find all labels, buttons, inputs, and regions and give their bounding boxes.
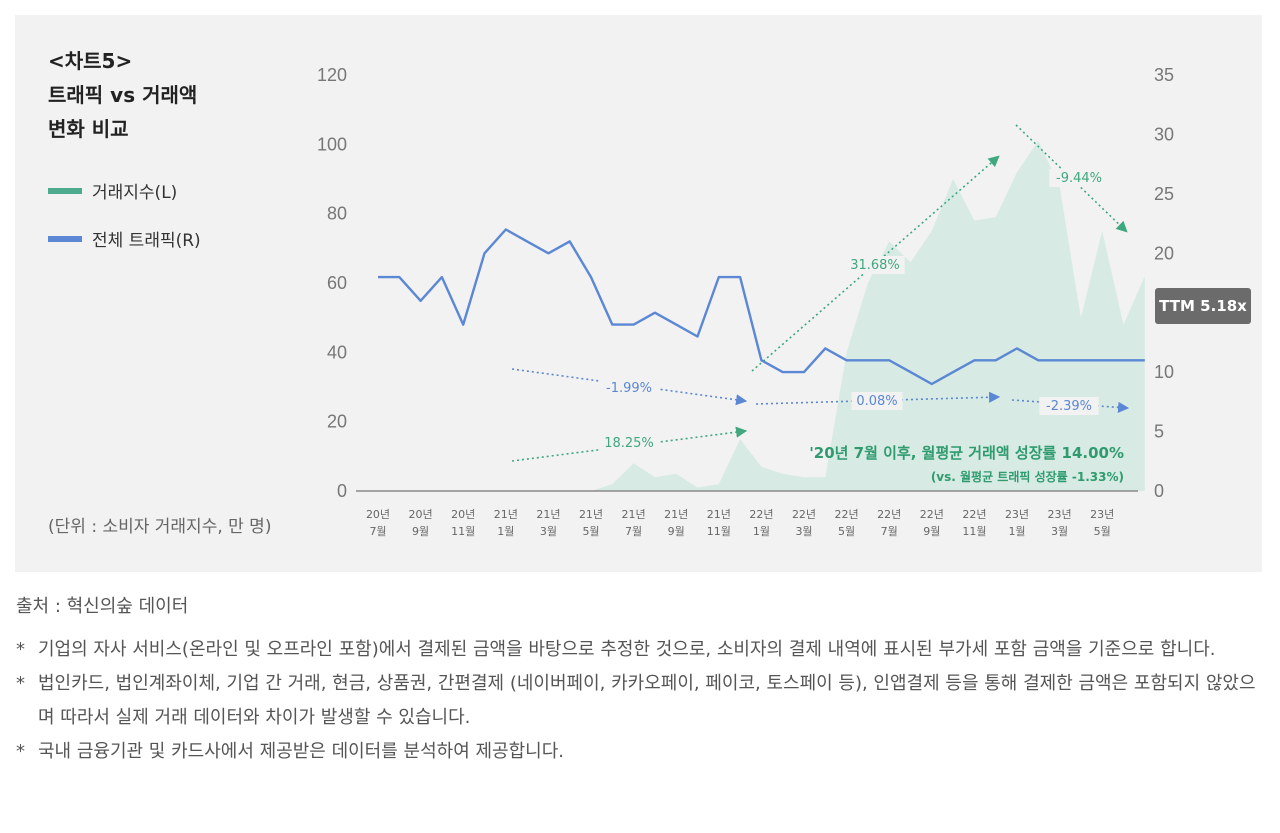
annotation-label: -9.44% bbox=[1056, 171, 1102, 186]
right-tick-label: 35 bbox=[1154, 65, 1174, 85]
trend-arrow bbox=[511, 368, 748, 406]
legend-swatch-transaction bbox=[48, 187, 82, 194]
legend-swatch-traffic bbox=[48, 235, 82, 242]
x-tick-label: 21년 bbox=[536, 508, 560, 521]
right-tick-label: 0 bbox=[1154, 481, 1164, 501]
x-tick-label: 22년 bbox=[877, 508, 901, 521]
x-tick-label: 21년 bbox=[579, 508, 603, 521]
left-tick-label: 40 bbox=[327, 342, 347, 362]
x-tick-label: 11월 bbox=[962, 525, 986, 538]
x-tick-label: 11월 bbox=[707, 525, 731, 538]
annotation-bg bbox=[1039, 397, 1099, 415]
callout-sub: (vs. 월평균 트래픽 성장률 -1.33%) bbox=[931, 469, 1124, 484]
left-tick-label: 120 bbox=[317, 65, 347, 85]
x-tick-label: 9월 bbox=[668, 525, 685, 538]
x-tick-label: 1월 bbox=[497, 525, 514, 538]
x-tick-label: 22년 bbox=[749, 508, 773, 521]
right-tick-label: 25 bbox=[1154, 184, 1174, 204]
note-item: * 기업의 자사 서비스(온라인 및 오프라인 포함)에서 결제된 금액을 바탕으… bbox=[16, 639, 1216, 660]
x-tick-label: 9월 bbox=[923, 525, 940, 538]
x-tick-label: 3월 bbox=[1051, 525, 1068, 538]
x-tick-label: 21년 bbox=[494, 508, 518, 521]
x-tick-label: 20년 bbox=[366, 508, 390, 521]
x-tick-label: 20년 bbox=[451, 508, 475, 521]
chart-title: <차트5> 트래픽 vs 거래액 변화 비교 bbox=[48, 49, 198, 141]
notes: * 기업의 자사 서비스(온라인 및 오프라인 포함)에서 결제된 금액을 바탕으… bbox=[16, 633, 1266, 769]
x-tick-label: 1월 bbox=[753, 525, 770, 538]
note-item: * 국내 금융기관 및 카드사에서 제공받은 데이터를 분석하여 제공합니다. bbox=[16, 741, 565, 762]
annotation-label: 0.08% bbox=[856, 394, 897, 409]
x-tick-label: 21년 bbox=[622, 508, 646, 521]
legend-item-traffic: 전체 트래픽(R) bbox=[48, 226, 201, 251]
annotation-label: 18.25% bbox=[604, 436, 654, 451]
x-tick-label: 23년 bbox=[1005, 508, 1029, 521]
trend-arrow bbox=[751, 155, 1000, 372]
callout-main: '20년 7월 이후, 월평균 거래액 성장률 14.00% bbox=[809, 444, 1124, 462]
right-tick-label: 5 bbox=[1154, 422, 1164, 442]
x-tick-label: 7월 bbox=[369, 525, 386, 538]
x-tick-label: 22년 bbox=[835, 508, 859, 521]
annotation-label: -2.39% bbox=[1046, 399, 1092, 414]
x-tick-label: 22년 bbox=[962, 508, 986, 521]
annotation-label: -1.99% bbox=[606, 381, 652, 396]
x-tick-label: 5월 bbox=[1094, 525, 1111, 538]
ttm-badge: TTM 5.18x bbox=[1155, 288, 1251, 324]
right-tick-label: 20 bbox=[1154, 243, 1174, 263]
x-tick-label: 3월 bbox=[795, 525, 812, 538]
trend-arrow bbox=[511, 426, 748, 462]
traffic-line bbox=[378, 228, 1145, 386]
x-tick-label: 22년 bbox=[920, 508, 944, 521]
left-tick-label: 100 bbox=[317, 134, 347, 154]
x-tick-label: 23년 bbox=[1090, 508, 1114, 521]
x-tick-label: 9월 bbox=[412, 525, 429, 538]
annotation-bg bbox=[1049, 169, 1109, 187]
x-tick-label: 21년 bbox=[707, 508, 731, 521]
right-tick-label: 30 bbox=[1154, 124, 1174, 144]
x-tick-label: 3월 bbox=[540, 525, 557, 538]
annotation-bg bbox=[599, 379, 659, 397]
note-item: * 법인카드, 법인계좌이체, 기업 간 거래, 현금, 상품권, 간편결제 (네… bbox=[16, 673, 1256, 728]
x-tick-label: 23년 bbox=[1048, 508, 1072, 521]
left-tick-label: 0 bbox=[337, 481, 347, 501]
x-tick-label: 7월 bbox=[881, 525, 898, 538]
transaction-area bbox=[378, 140, 1145, 491]
source-text: 출처 : 혁신의숲 데이터 bbox=[16, 596, 189, 617]
legend-label-transaction: 거래지수(L) bbox=[92, 183, 178, 203]
x-tick-label: 21년 bbox=[664, 508, 688, 521]
x-tick-label: 22년 bbox=[792, 508, 816, 521]
right-tick-label: 10 bbox=[1154, 362, 1174, 382]
x-tick-label: 11월 bbox=[451, 525, 475, 538]
left-tick-label: 20 bbox=[327, 412, 347, 432]
unit-label: (단위 : 소비자 거래지수, 만 명) bbox=[48, 517, 272, 537]
note-text: 법인카드, 법인계좌이체, 기업 간 거래, 현금, 상품권, 간편결제 (네이… bbox=[38, 673, 1256, 728]
annotation-bg bbox=[599, 434, 659, 452]
x-tick-label: 5월 bbox=[582, 525, 599, 538]
x-tick-label: 7월 bbox=[625, 525, 642, 538]
annotation-label: 31.68% bbox=[850, 258, 900, 273]
note-text: 국내 금융기관 및 카드사에서 제공받은 데이터를 분석하여 제공합니다. bbox=[38, 741, 565, 762]
annotation-bg bbox=[851, 392, 903, 410]
x-tick-label: 1월 bbox=[1008, 525, 1025, 538]
note-text: 기업의 자사 서비스(온라인 및 오프라인 포함)에서 결제된 금액을 바탕으로… bbox=[38, 639, 1216, 660]
left-tick-label: 60 bbox=[327, 273, 347, 293]
trend-arrow bbox=[1011, 399, 1130, 413]
x-tick-label: 5월 bbox=[838, 525, 855, 538]
legend-label-traffic: 전체 트래픽(R) bbox=[92, 231, 201, 251]
chart-svg: 0204060801001200510152025303520년7월20년9월2… bbox=[317, 65, 1174, 538]
legend-item-transaction: 거래지수(L) bbox=[48, 178, 177, 203]
x-tick-label: 20년 bbox=[409, 508, 433, 521]
left-tick-label: 80 bbox=[327, 204, 347, 224]
annotation-bg bbox=[845, 256, 905, 274]
